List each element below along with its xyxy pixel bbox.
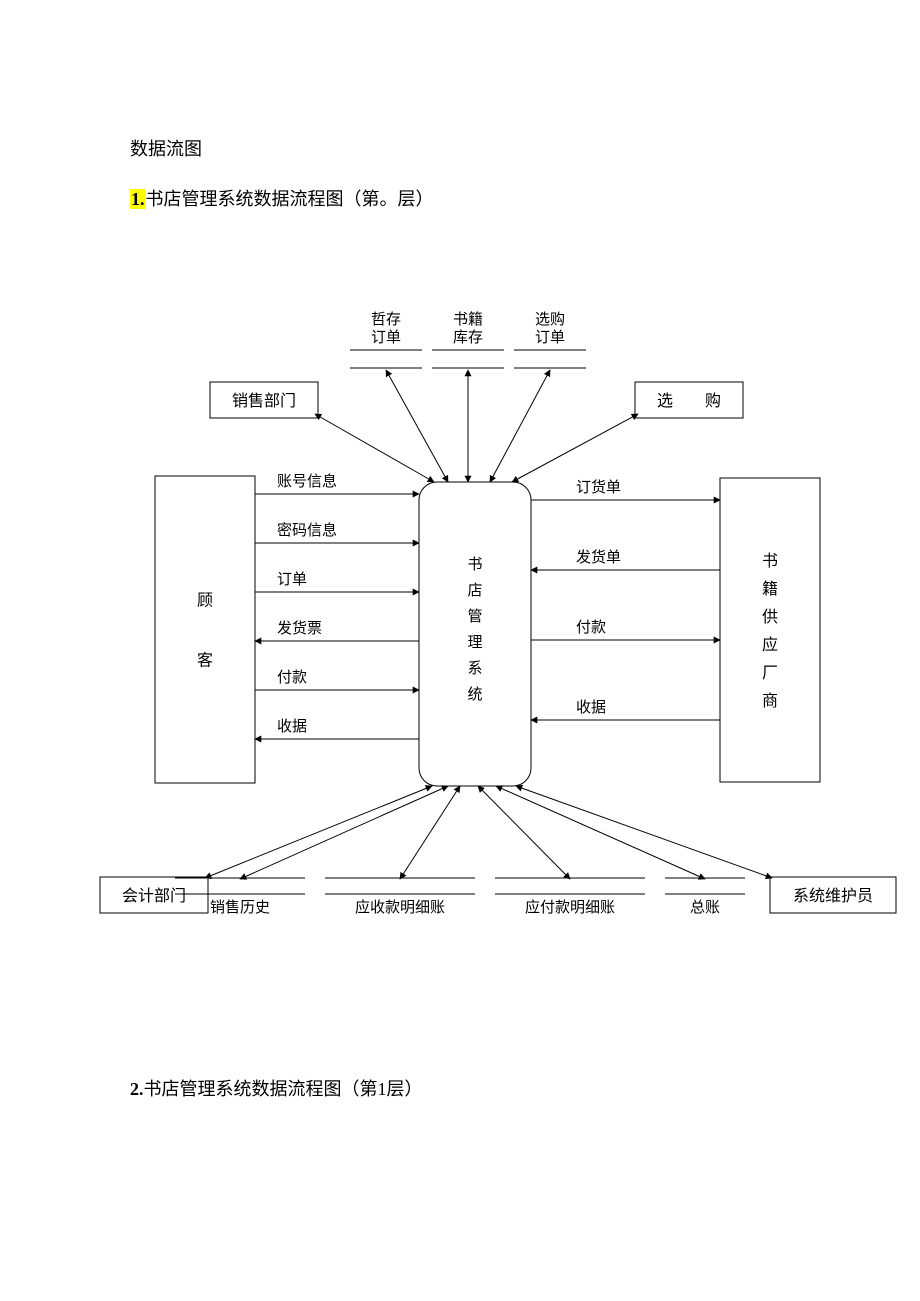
svg-text:籍: 籍 [762, 580, 778, 598]
svg-text:收据: 收据 [277, 718, 307, 735]
svg-text:订货单: 订货单 [576, 479, 621, 496]
svg-text:发货票: 发货票 [277, 620, 322, 637]
svg-text:选 购: 选 购 [657, 392, 721, 410]
svg-text:书: 书 [467, 556, 482, 573]
svg-text:厂: 厂 [762, 665, 778, 682]
svg-text:库存: 库存 [453, 329, 483, 346]
svg-text:应付款明细账: 应付款明细账 [525, 898, 615, 916]
svg-text:客: 客 [197, 652, 213, 670]
svg-text:订单: 订单 [277, 571, 307, 588]
svg-text:销售历史: 销售历史 [210, 899, 270, 916]
svg-text:总账: 总账 [690, 899, 720, 916]
svg-text:付款: 付款 [576, 619, 606, 636]
data-flow-diagram: 书店管理系统顾客销售部门选 购书籍供应厂商会计部门系统维护员哲存订单书籍库存选购… [0, 0, 920, 1301]
svg-text:店: 店 [467, 582, 482, 599]
svg-text:订单: 订单 [535, 329, 565, 346]
svg-text:订单: 订单 [371, 329, 401, 346]
svg-text:哲存: 哲存 [371, 311, 401, 328]
svg-text:账号信息: 账号信息 [277, 473, 337, 490]
svg-text:统: 统 [467, 686, 482, 703]
svg-text:供: 供 [762, 608, 778, 626]
document-page: 数据流图 1.书店管理系统数据流程图（第。层） 2.书店管理系统数据流程图（第1… [0, 0, 920, 1301]
svg-text:选购: 选购 [535, 311, 565, 328]
svg-text:管: 管 [467, 608, 482, 625]
svg-text:书: 书 [762, 552, 778, 570]
svg-text:发货单: 发货单 [576, 549, 621, 566]
svg-text:系统维护员: 系统维护员 [793, 887, 873, 905]
svg-text:收据: 收据 [576, 699, 606, 716]
svg-text:付款: 付款 [277, 669, 307, 686]
svg-text:商: 商 [762, 692, 778, 710]
svg-text:理: 理 [467, 635, 482, 651]
svg-text:应收款明细账: 应收款明细账 [355, 898, 445, 916]
svg-text:销售部门: 销售部门 [232, 392, 296, 410]
svg-text:系: 系 [467, 660, 482, 677]
svg-text:顾: 顾 [197, 592, 213, 610]
svg-text:会计部门: 会计部门 [122, 887, 186, 905]
svg-text:书籍: 书籍 [453, 311, 483, 328]
svg-text:密码信息: 密码信息 [277, 522, 337, 539]
svg-text:应: 应 [762, 635, 778, 654]
